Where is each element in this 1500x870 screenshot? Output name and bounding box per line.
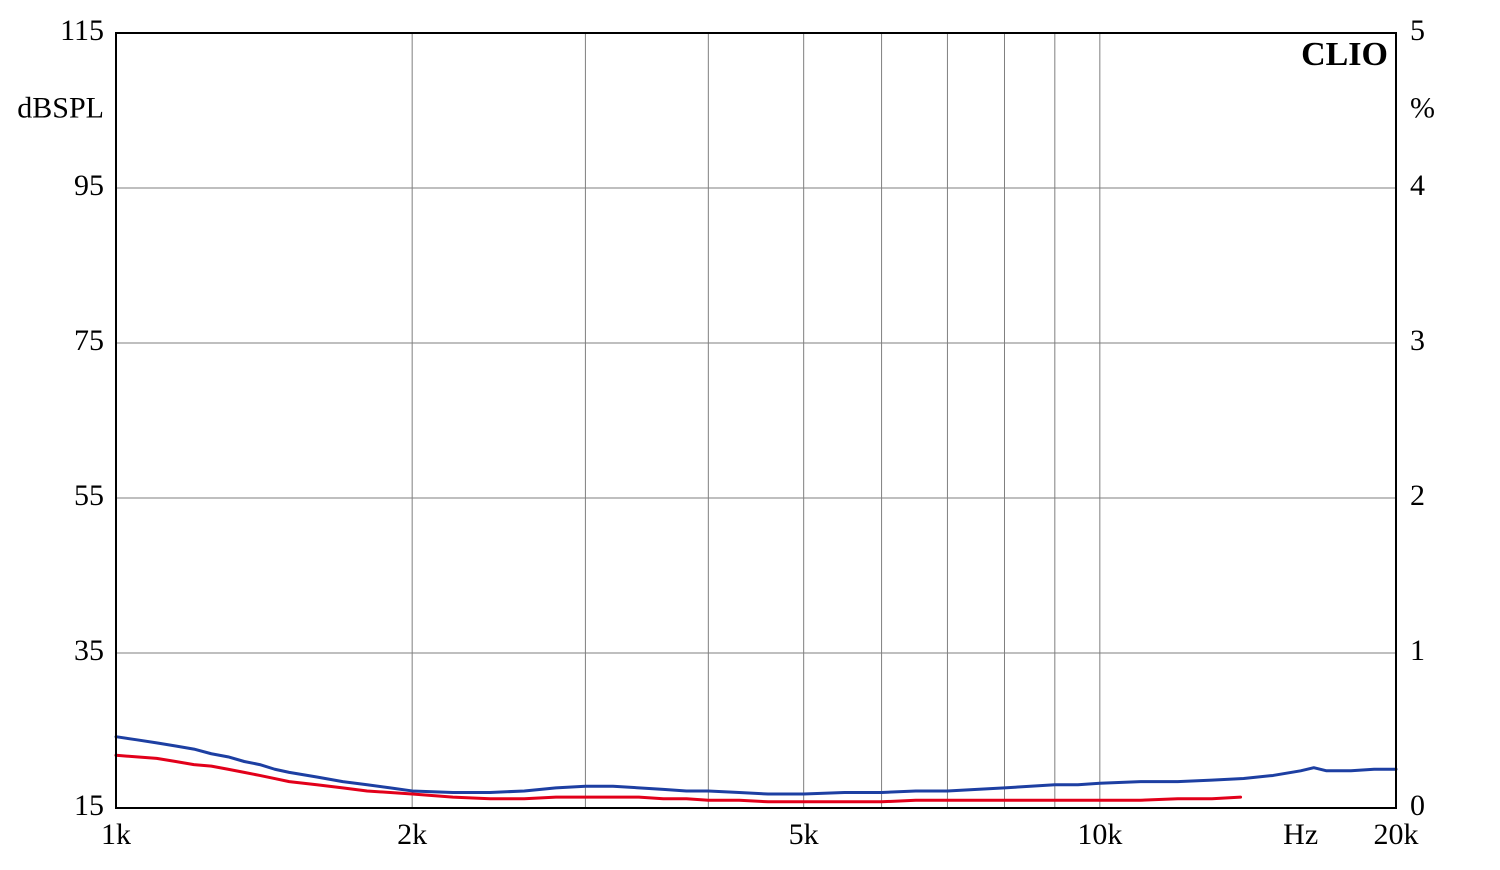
y-axis-left-unit: dBSPL xyxy=(17,91,104,124)
y-left-tick: 35 xyxy=(74,634,104,667)
x-tick: 20k xyxy=(1374,818,1419,851)
x-axis-unit: Hz xyxy=(1283,818,1318,851)
y-right-tick: 1 xyxy=(1410,634,1425,667)
y-right-tick: 0 xyxy=(1410,789,1425,822)
y-right-tick: 3 xyxy=(1410,324,1425,357)
x-tick: 2k xyxy=(397,818,427,851)
x-tick: 1k xyxy=(101,818,131,851)
frequency-response-chart: 1535557595115 012345 1k2k5k10k20k dBSPL … xyxy=(0,0,1500,870)
x-tick: 5k xyxy=(789,818,819,851)
brand-label: CLIO xyxy=(1301,36,1388,73)
y-left-tick: 55 xyxy=(74,479,104,512)
y-left-tick: 95 xyxy=(74,169,104,202)
y-axis-right-unit: % xyxy=(1410,91,1435,124)
y-right-tick: 4 xyxy=(1410,169,1425,202)
y-right-tick: 2 xyxy=(1410,479,1425,512)
x-tick: 10k xyxy=(1077,818,1122,851)
y-right-tick: 5 xyxy=(1410,14,1425,47)
y-left-tick: 15 xyxy=(74,789,104,822)
chart-background xyxy=(0,0,1500,870)
y-left-tick: 115 xyxy=(60,14,104,47)
y-left-tick: 75 xyxy=(74,324,104,357)
